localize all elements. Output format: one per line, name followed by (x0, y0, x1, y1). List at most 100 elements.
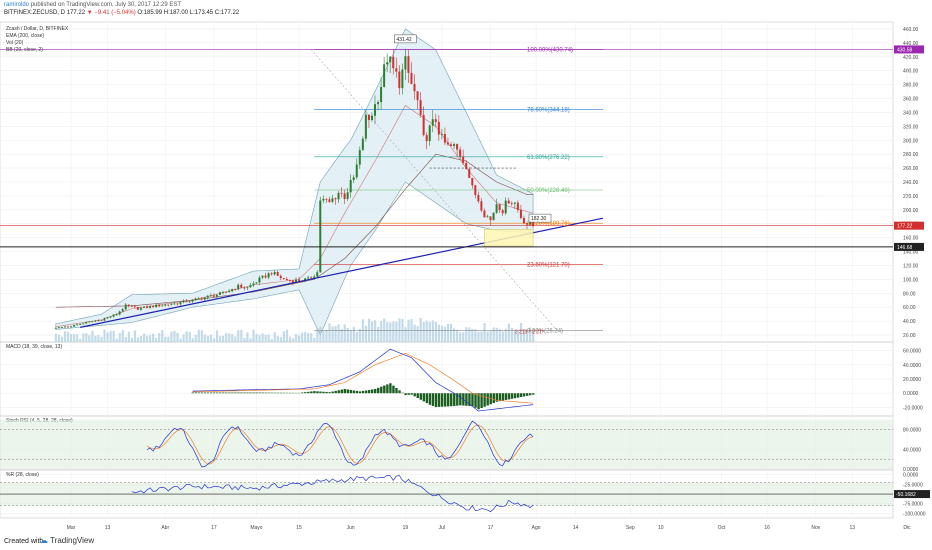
macd-histogram-bar (267, 392, 270, 394)
macd-histogram-bar (407, 393, 410, 395)
volume-bar (380, 321, 383, 342)
x-tick-label: Abr (161, 525, 169, 531)
macd-histogram-bar (532, 393, 535, 395)
macd-histogram-bar (304, 392, 307, 394)
fib-level-label: 100.00%(430.74) (527, 47, 573, 53)
volume-bar (301, 332, 304, 342)
price-callout: 182.30 (531, 216, 547, 222)
candle-body (434, 119, 437, 122)
volume-bar (139, 335, 143, 342)
macd-histogram-bar (343, 388, 346, 394)
macd-y-tick-label: 60.0000 (903, 349, 921, 355)
volume-bar (471, 328, 474, 342)
volume-bar (529, 327, 532, 342)
candle-body (471, 177, 474, 186)
macd-histogram-bar (364, 390, 368, 394)
volume-bar (88, 335, 91, 342)
volume-bar (237, 330, 240, 342)
candle-body (258, 277, 261, 283)
candle-body (197, 298, 200, 300)
candle-body (176, 303, 179, 305)
candle-body (240, 284, 243, 288)
candle-body (167, 304, 170, 306)
macd-histogram-bar (529, 393, 532, 396)
x-tick-label: 13 (105, 525, 111, 531)
macd-histogram-bar (310, 391, 313, 394)
macd-histogram-bar (273, 392, 277, 394)
volume-bar (136, 337, 140, 342)
volume-bar (200, 330, 203, 342)
candle-body (459, 149, 462, 157)
candle-body (522, 218, 525, 224)
price-y-tick-label: 400.00 (903, 69, 919, 75)
volume-bar (246, 332, 249, 342)
williams-r-last-label: -50.1682 (896, 492, 916, 498)
volume-bar (100, 336, 103, 342)
macd-histogram-bar (237, 392, 240, 394)
chart-canvas[interactable]: 20.00 40.00 60.00 80.00 100.00 120.00 140.00 16… (0, 18, 932, 534)
macd-histogram-bar (374, 388, 377, 394)
volume-bar (389, 322, 392, 342)
volume-bar (474, 329, 477, 342)
volume-bar (243, 337, 246, 342)
price-y-tick-label: 380.00 (903, 83, 919, 89)
williams-r-title: %R (28, close) (6, 472, 39, 478)
macd-y-tick-label: 20.0000 (903, 377, 921, 383)
volume-bar (79, 338, 82, 342)
x-tick-label: 10 (658, 525, 664, 531)
candle-body (218, 292, 221, 295)
volume-bar (428, 321, 431, 342)
price-label: 146.68 (897, 245, 913, 251)
candle-body (85, 322, 88, 324)
macd-histogram-bar (431, 393, 435, 406)
macd-histogram-bar (246, 392, 249, 394)
volume-bar (398, 318, 401, 342)
candle-body (319, 200, 322, 273)
candle-body (63, 326, 66, 328)
volume-bar (489, 330, 492, 342)
volume-bar (103, 329, 106, 342)
x-tick-label: 17 (211, 525, 217, 531)
candle-body (261, 275, 264, 278)
candle-body (191, 299, 194, 302)
volume-bar (279, 336, 282, 342)
x-tick-label: Oct (718, 525, 726, 531)
candle-body (352, 177, 355, 181)
macd-histogram-bar (203, 392, 207, 394)
macd-histogram-bar (234, 392, 237, 394)
tradingview-logo[interactable]: ☁ TradingView (40, 536, 94, 545)
volume-bar (522, 329, 526, 342)
username[interactable]: ramiroldo (4, 2, 30, 8)
macd-histogram-bar (386, 384, 389, 394)
volume-bar (486, 331, 489, 342)
macd-histogram-bar (249, 392, 252, 394)
volume-bar (416, 326, 419, 342)
macd-histogram-bar (434, 393, 438, 408)
candle-body (185, 300, 188, 303)
volume-bar (285, 329, 289, 342)
macd-histogram-bar (218, 392, 222, 394)
candle-body (495, 204, 498, 213)
volume-bar (206, 335, 209, 342)
candle-body (516, 202, 519, 210)
x-tick-label: Mayo (250, 525, 262, 531)
volume-bar (325, 329, 328, 342)
volume-bar (413, 324, 416, 342)
macd-histogram-bar (526, 393, 529, 396)
volume-bar (310, 333, 313, 342)
volume-bar (234, 336, 237, 342)
macd-title: MACD (18, 39, close, 13) (6, 344, 62, 350)
macd-histogram-bar (209, 392, 213, 394)
candle-body (127, 304, 130, 306)
volume-bar (364, 325, 368, 342)
candle-body (383, 64, 386, 87)
price-change: −9.41 (−5.04%) (94, 10, 136, 16)
volume-bar (258, 335, 261, 342)
volume-bar (425, 320, 428, 342)
macd-histogram-bar (355, 390, 359, 394)
volume-bar (532, 331, 535, 342)
volume-bar (149, 335, 152, 342)
volume-bar (203, 334, 206, 342)
williams-r-line (131, 475, 534, 513)
candle-body (437, 121, 440, 135)
